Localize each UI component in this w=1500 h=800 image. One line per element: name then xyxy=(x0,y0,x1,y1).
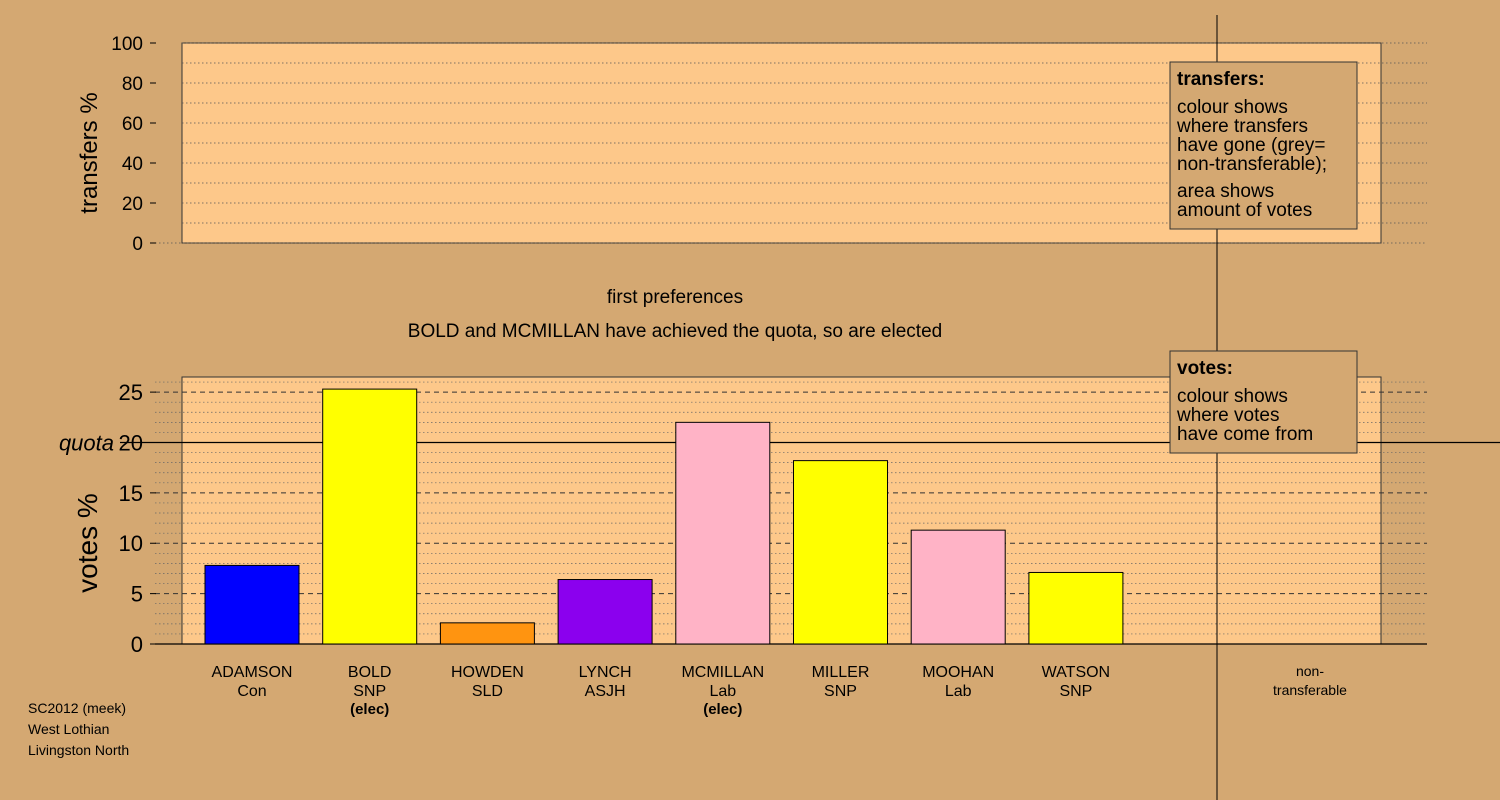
votes-legend-line: where votes xyxy=(1176,405,1279,426)
votes-legend-line: colour shows xyxy=(1177,386,1288,407)
council-name: West Lothian xyxy=(28,721,110,737)
bar-miller xyxy=(793,460,888,645)
bar-bold xyxy=(322,388,418,645)
transfers-legend-line: have gone (grey= xyxy=(1177,135,1325,156)
candidate-status: (elec) xyxy=(350,701,389,718)
bar-mcmillan xyxy=(675,421,771,645)
votes-legend: votes: colour shows where votes have com… xyxy=(1169,350,1358,454)
bar-watson xyxy=(1028,571,1124,645)
y-tick-label: 25 xyxy=(119,380,143,405)
candidate-party: ASJH xyxy=(585,683,626,700)
candidate-name: MILLER xyxy=(812,664,870,681)
candidate-party: SNP xyxy=(353,683,386,700)
y-tick-label: 80 xyxy=(122,74,143,95)
votes-legend-box xyxy=(1169,350,1358,454)
nontransferable-label: non- xyxy=(1296,663,1324,679)
nontransferable-label: transferable xyxy=(1273,682,1347,698)
chart-subtitle: BOLD and MCMILLAN have achieved the quot… xyxy=(408,321,942,342)
candidate-name: BOLD xyxy=(348,664,392,681)
y-tick-label: 0 xyxy=(131,632,143,657)
votes-y-ticks: 0 5 10 15 20 25 xyxy=(119,380,156,657)
y-tick-label: 5 xyxy=(131,582,143,607)
candidate-name: LYNCH xyxy=(579,664,632,681)
y-tick-label: 40 xyxy=(122,154,143,175)
transfers-legend: transfers: colour shows where transfers … xyxy=(1169,61,1358,230)
chart-title: first preferences xyxy=(607,287,743,308)
election-name: SC2012 (meek) xyxy=(28,700,127,716)
candidate-party: Lab xyxy=(945,683,972,700)
y-tick-label: 0 xyxy=(132,234,143,255)
y-tick-label: 100 xyxy=(111,34,143,55)
y-tick-label: 20 xyxy=(122,194,143,215)
y-tick-label: 15 xyxy=(119,481,143,506)
bar-howden xyxy=(439,622,535,645)
transfers-legend-line: colour shows xyxy=(1177,97,1288,118)
candidate-party: Lab xyxy=(709,683,736,700)
y-tick-label: 20 xyxy=(119,430,143,455)
votes-y-axis-label: votes % xyxy=(72,493,103,593)
y-tick-label: 60 xyxy=(122,114,143,135)
ward-name: Livingston North xyxy=(28,742,130,758)
transfers-y-axis-label: transfers % xyxy=(76,92,103,213)
quota-label: quota xyxy=(59,430,114,455)
y-tick-label: 10 xyxy=(119,531,143,556)
votes-legend-line: have come from xyxy=(1177,424,1313,445)
transfers-legend-line: amount of votes xyxy=(1177,200,1312,221)
bar-adamson xyxy=(204,564,300,645)
transfers-legend-line: non-transferable); xyxy=(1177,154,1327,175)
transfers-legend-title: transfers: xyxy=(1177,69,1265,90)
candidate-party: SNP xyxy=(824,683,857,700)
candidate-name: HOWDEN xyxy=(451,664,524,681)
candidate-name: MOOHAN xyxy=(922,664,994,681)
candidate-name: MCMILLAN xyxy=(681,664,764,681)
transfers-legend-box xyxy=(1169,61,1358,230)
candidate-party: SNP xyxy=(1059,683,1092,700)
candidate-labels: ADAMSONConBOLDSNP(elec)HOWDENSLDLYNCHASJ… xyxy=(212,664,1111,718)
candidate-party: Con xyxy=(237,683,266,700)
election-info: SC2012 (meek) West Lothian Livingston No… xyxy=(28,698,129,761)
bar-lynch xyxy=(557,579,653,645)
votes-bars xyxy=(204,388,1124,645)
votes-legend-title: votes: xyxy=(1177,358,1233,379)
candidate-name: ADAMSON xyxy=(212,664,293,681)
transfers-y-ticks: 0 20 40 60 80 100 xyxy=(111,34,156,255)
transfers-legend-line: where transfers xyxy=(1176,116,1308,137)
bar-moohan xyxy=(910,529,1006,645)
candidate-status: (elec) xyxy=(703,701,742,718)
candidate-name: WATSON xyxy=(1042,664,1110,681)
transfers-legend-line: area shows xyxy=(1177,181,1274,202)
candidate-party: SLD xyxy=(472,683,503,700)
